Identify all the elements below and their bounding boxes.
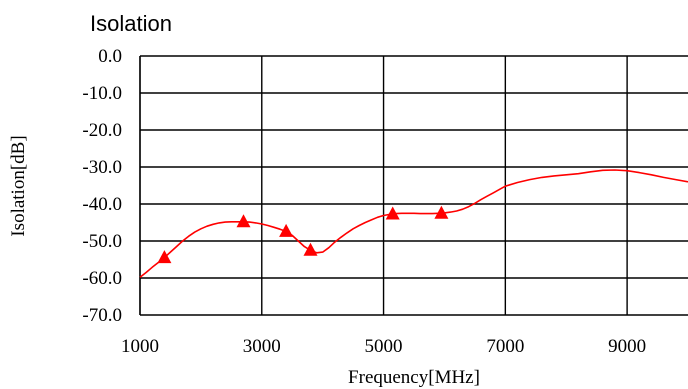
data-point-marker bbox=[303, 242, 318, 256]
y-tick-label: -50.0 bbox=[82, 231, 122, 252]
series-line bbox=[139, 169, 688, 278]
y-tick-label: -60.0 bbox=[82, 268, 122, 289]
x-tick-label: 5000 bbox=[365, 336, 403, 357]
x-tick-label: 7000 bbox=[486, 336, 524, 357]
data-point-marker bbox=[279, 223, 294, 237]
chart-title: Isolation bbox=[90, 11, 172, 36]
plot-background bbox=[140, 56, 688, 315]
x-tick-label: 1000 bbox=[121, 336, 159, 357]
marker-layer bbox=[157, 205, 449, 264]
y-tick-label: -10.0 bbox=[82, 83, 122, 104]
data-point-marker bbox=[236, 214, 251, 228]
plot-area bbox=[139, 55, 688, 316]
y-axis-title: Isolation[dB] bbox=[8, 135, 29, 236]
x-tick-label: 9000 bbox=[608, 336, 646, 357]
y-tick-label: -30.0 bbox=[82, 157, 122, 178]
y-tick-label: 0.0 bbox=[98, 46, 122, 67]
data-point-marker bbox=[157, 250, 172, 264]
series-layer bbox=[139, 169, 688, 278]
y-tick-labels: 0.0 -10.0 -20.0 -30.0 -40.0 -50.0 -60.0 -70.0 bbox=[82, 46, 122, 326]
data-point-marker bbox=[385, 206, 400, 220]
y-tick-label: -40.0 bbox=[82, 194, 122, 215]
x-axis-title: Frequency[MHz] bbox=[348, 367, 480, 388]
x-tick-label: 3000 bbox=[243, 336, 281, 357]
y-tick-label: -70.0 bbox=[82, 305, 122, 326]
grid-lines bbox=[139, 55, 688, 316]
y-tick-label: -20.0 bbox=[82, 120, 122, 141]
data-point-marker bbox=[434, 205, 449, 219]
x-tick-labels: 1000 3000 5000 7000 9000 bbox=[121, 336, 646, 357]
